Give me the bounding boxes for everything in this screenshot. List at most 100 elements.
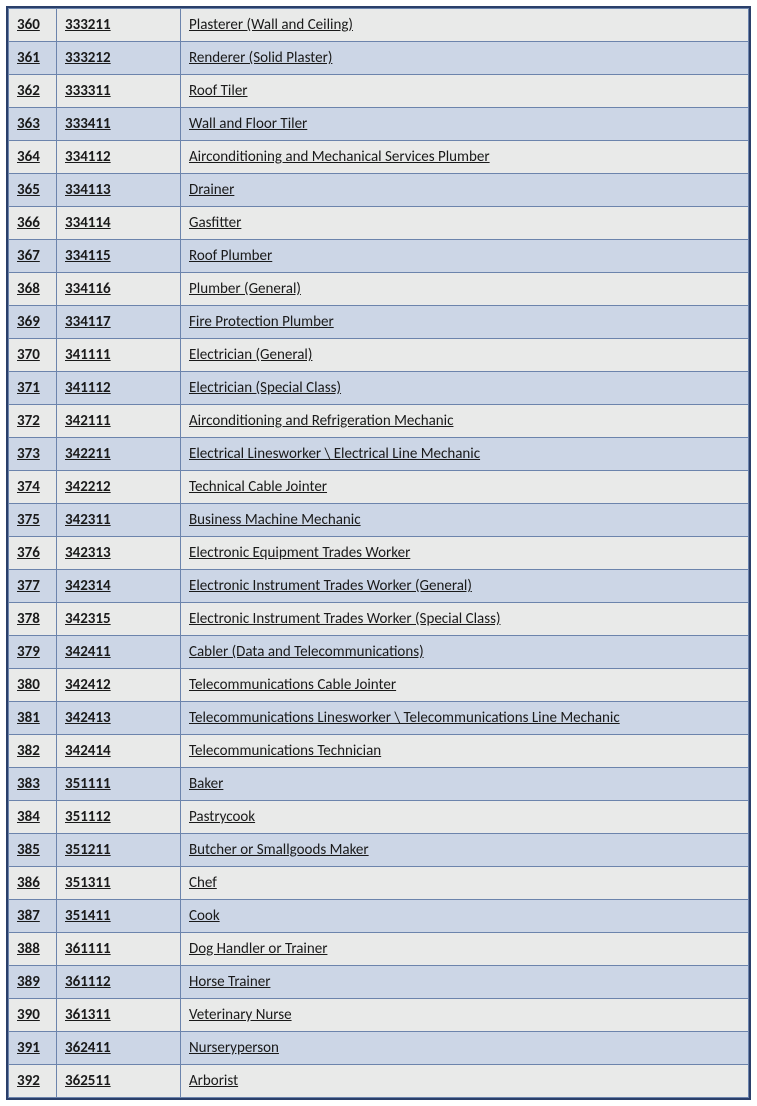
row-number-link[interactable]: 392 <box>17 1072 40 1090</box>
row-number-link[interactable]: 363 <box>17 115 40 133</box>
occupation-name-link[interactable]: Electrician (General) <box>189 346 312 364</box>
occupation-code-link[interactable]: 362411 <box>65 1039 111 1057</box>
occupation-code-link[interactable]: 341111 <box>65 346 111 364</box>
row-number-link[interactable]: 364 <box>17 148 40 166</box>
occupation-code-link[interactable]: 361311 <box>65 1006 111 1024</box>
occupation-code-link[interactable]: 333311 <box>65 82 111 100</box>
row-number-link[interactable]: 360 <box>17 16 40 34</box>
row-number-link[interactable]: 361 <box>17 49 40 67</box>
row-number-link[interactable]: 388 <box>17 940 40 958</box>
occupation-name-link[interactable]: Roof Tiler <box>189 82 248 100</box>
occupation-name-link[interactable]: Gasfitter <box>189 214 241 232</box>
occupation-name-link[interactable]: Dog Handler or Trainer <box>189 940 327 958</box>
occupation-code-link[interactable]: 342212 <box>65 478 111 496</box>
occupation-name-link[interactable]: Telecommunications Cable Jointer <box>189 676 396 694</box>
occupation-code-link[interactable]: 342412 <box>65 676 111 694</box>
row-number-link[interactable]: 366 <box>17 214 40 232</box>
row-number-link[interactable]: 387 <box>17 907 40 925</box>
occupation-code-link[interactable]: 362511 <box>65 1072 111 1090</box>
occupation-code-link[interactable]: 333212 <box>65 49 111 67</box>
occupation-name-link[interactable]: Electronic Instrument Trades Worker (Gen… <box>189 577 472 595</box>
occupation-code-link[interactable]: 351411 <box>65 907 111 925</box>
row-number-link[interactable]: 370 <box>17 346 40 364</box>
row-number-link[interactable]: 384 <box>17 808 40 826</box>
row-number-link[interactable]: 368 <box>17 280 40 298</box>
occupation-code-link[interactable]: 351111 <box>65 775 111 793</box>
occupation-code-link[interactable]: 361112 <box>65 973 111 991</box>
occupation-code-link[interactable]: 334115 <box>65 247 111 265</box>
row-number-link[interactable]: 362 <box>17 82 40 100</box>
occupation-name-link[interactable]: Electronic Equipment Trades Worker <box>189 544 410 562</box>
occupation-name-link[interactable]: Renderer (Solid Plaster) <box>189 49 332 67</box>
occupation-code-link[interactable]: 334113 <box>65 181 111 199</box>
occupation-name-link[interactable]: Electronic Instrument Trades Worker (Spe… <box>189 610 501 628</box>
occupation-name-link[interactable]: Electrical Linesworker \ Electrical Line… <box>189 445 480 463</box>
row-number-link[interactable]: 373 <box>17 445 40 463</box>
occupation-name-link[interactable]: Electrician (Special Class) <box>189 379 341 397</box>
occupation-name-link[interactable]: Plumber (General) <box>189 280 301 298</box>
occupation-name-link[interactable]: Butcher or Smallgoods Maker <box>189 841 369 859</box>
occupation-code-link[interactable]: 361111 <box>65 940 111 958</box>
occupation-code-link[interactable]: 333211 <box>65 16 111 34</box>
row-number-link[interactable]: 386 <box>17 874 40 892</box>
occupation-name-link[interactable]: Airconditioning and Refrigeration Mechan… <box>189 412 453 430</box>
row-number-link[interactable]: 369 <box>17 313 40 331</box>
row-number-link[interactable]: 377 <box>17 577 40 595</box>
occupation-code-link[interactable]: 334117 <box>65 313 111 331</box>
occupation-code-link[interactable]: 351112 <box>65 808 111 826</box>
row-number-link[interactable]: 385 <box>17 841 40 859</box>
row-number-link[interactable]: 372 <box>17 412 40 430</box>
occupation-name-link[interactable]: Cabler (Data and Telecommunications) <box>189 643 424 661</box>
occupation-name-link[interactable]: Veterinary Nurse <box>189 1006 292 1024</box>
occupation-code-link[interactable]: 342411 <box>65 643 111 661</box>
occupation-code-link[interactable]: 334116 <box>65 280 111 298</box>
row-number-link[interactable]: 365 <box>17 181 40 199</box>
occupation-code-link[interactable]: 342413 <box>65 709 111 727</box>
occupation-name-link[interactable]: Arborist <box>189 1072 238 1090</box>
row-number-link[interactable]: 381 <box>17 709 40 727</box>
occupation-code-link[interactable]: 334112 <box>65 148 111 166</box>
occupation-name-link[interactable]: Baker <box>189 775 223 793</box>
occupation-code-link[interactable]: 342314 <box>65 577 111 595</box>
row-number-link[interactable]: 376 <box>17 544 40 562</box>
occupation-name-link[interactable]: Drainer <box>189 181 234 199</box>
occupation-name-link[interactable]: Wall and Floor Tiler <box>189 115 307 133</box>
occupation-name-link[interactable]: Telecommunications Linesworker \ Telecom… <box>189 709 620 727</box>
occupation-code-link[interactable]: 334114 <box>65 214 111 232</box>
row-number-link[interactable]: 378 <box>17 610 40 628</box>
row-number-link[interactable]: 380 <box>17 676 40 694</box>
occupation-code-link[interactable]: 351211 <box>65 841 111 859</box>
row-number-link[interactable]: 391 <box>17 1039 40 1057</box>
occupation-name-link[interactable]: Plasterer (Wall and Ceiling) <box>189 16 353 34</box>
row-number-link[interactable]: 390 <box>17 1006 40 1024</box>
row-number-link[interactable]: 389 <box>17 973 40 991</box>
occupation-name-link[interactable]: Cook <box>189 907 220 925</box>
row-number-link[interactable]: 374 <box>17 478 40 496</box>
occupation-code-link[interactable]: 342211 <box>65 445 111 463</box>
occupation-name-link[interactable]: Technical Cable Jointer <box>189 478 327 496</box>
occupation-code-link[interactable]: 351311 <box>65 874 111 892</box>
occupation-code-link[interactable]: 342111 <box>65 412 111 430</box>
row-number-link[interactable]: 375 <box>17 511 40 529</box>
occupation-name-link[interactable]: Business Machine Mechanic <box>189 511 361 529</box>
occupation-name-link[interactable]: Fire Protection Plumber <box>189 313 334 331</box>
occupation-code-link[interactable]: 342414 <box>65 742 111 760</box>
occupation-name-link[interactable]: Nurseryperson <box>189 1039 279 1057</box>
occupation-name-link[interactable]: Airconditioning and Mechanical Services … <box>189 148 490 166</box>
row-number-link[interactable]: 367 <box>17 247 40 265</box>
occupation-code-link[interactable]: 342311 <box>65 511 111 529</box>
occupation-name-link[interactable]: Chef <box>189 874 217 892</box>
occupation-code-link[interactable]: 333411 <box>65 115 111 133</box>
occupation-code-link[interactable]: 342315 <box>65 610 111 628</box>
occupation-name-link[interactable]: Roof Plumber <box>189 247 272 265</box>
occupation-code-link[interactable]: 341112 <box>65 379 111 397</box>
occupation-name-link[interactable]: Telecommunications Technician <box>189 742 381 760</box>
occupation-name-link[interactable]: Horse Trainer <box>189 973 270 991</box>
row-number-link[interactable]: 379 <box>17 643 40 661</box>
row-number-link[interactable]: 382 <box>17 742 40 760</box>
row-number-link[interactable]: 383 <box>17 775 40 793</box>
row-number-cell: 388 <box>9 933 57 966</box>
occupation-code-link[interactable]: 342313 <box>65 544 111 562</box>
occupation-name-link[interactable]: Pastrycook <box>189 808 255 826</box>
row-number-link[interactable]: 371 <box>17 379 40 397</box>
